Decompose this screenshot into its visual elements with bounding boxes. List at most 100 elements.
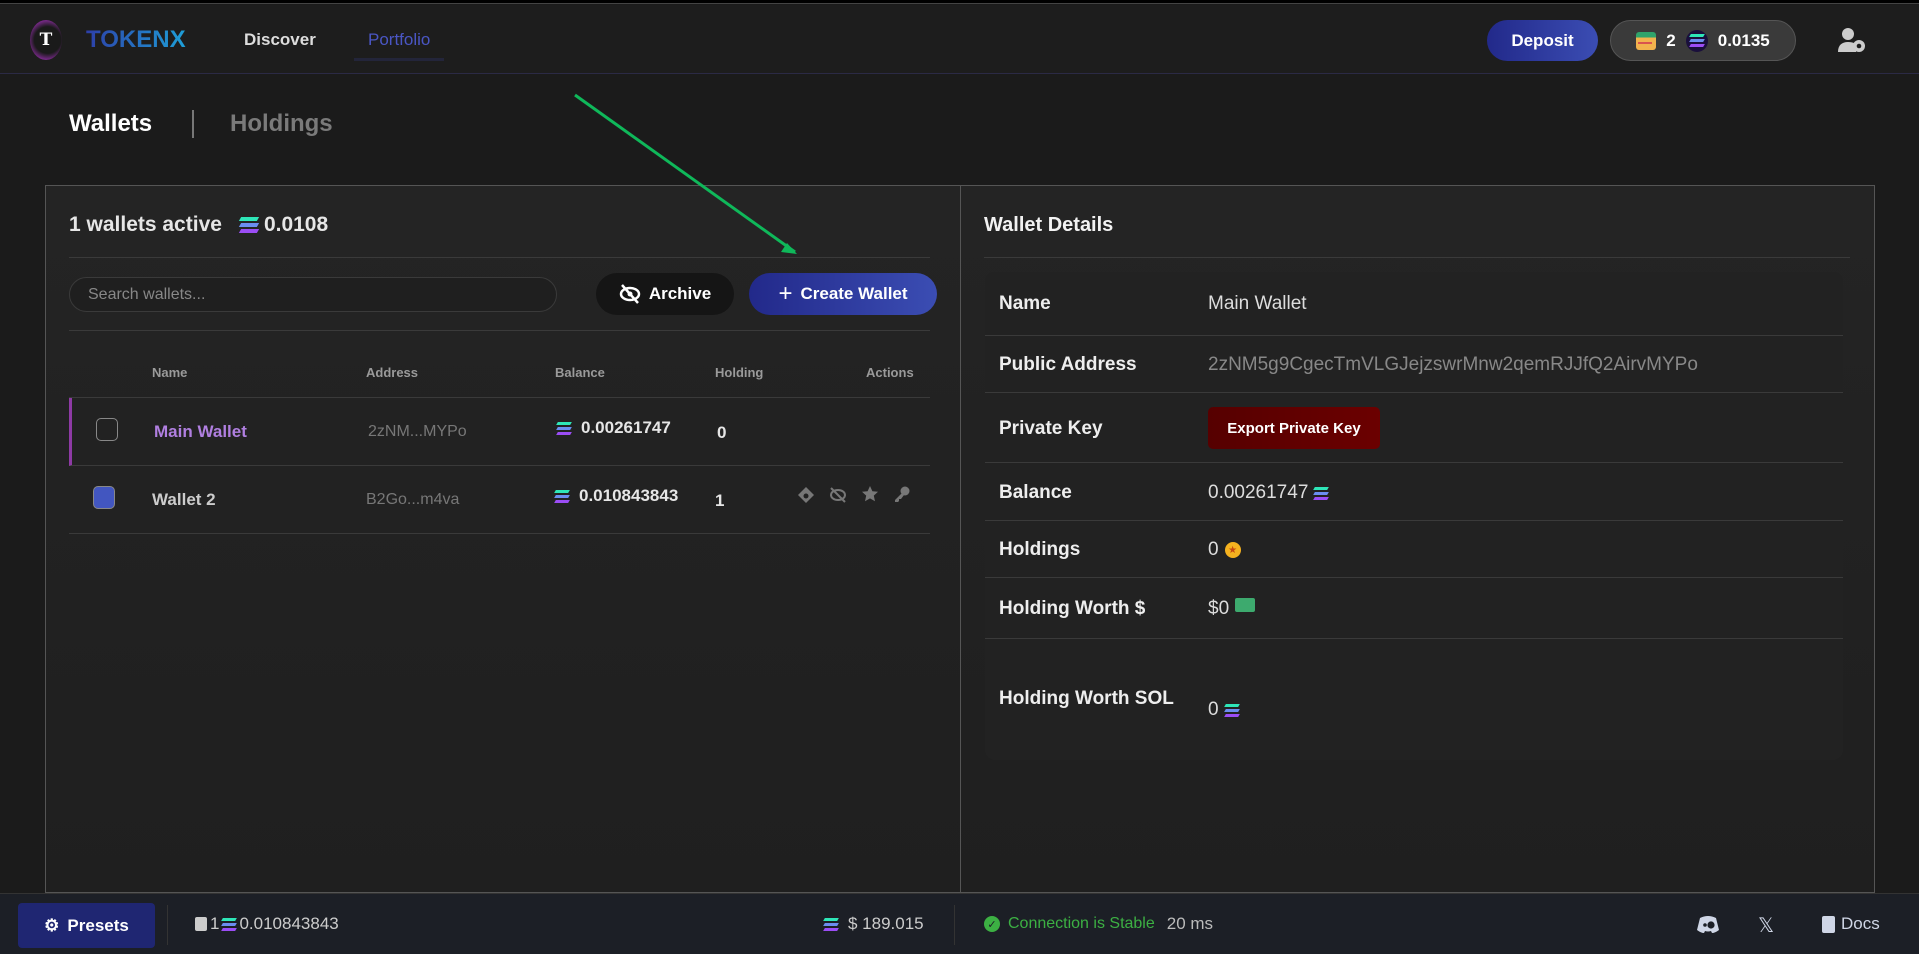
detail-label: Name: [999, 293, 1051, 314]
export-private-key-button[interactable]: Export Private Key: [1208, 407, 1380, 449]
plus-icon: +: [778, 280, 793, 307]
detail-row-holding-worth-usd: Holding Worth $ $0: [985, 578, 1843, 639]
public-address-value[interactable]: 2zNM5g9CgecTmVLGJejzswrMnw2qemRJJfQ2Airv…: [1208, 354, 1698, 375]
column-header-address: Address: [366, 365, 419, 380]
detail-row-name: Name Main Wallet: [985, 272, 1843, 336]
wallet-name[interactable]: Main Wallet: [154, 422, 247, 441]
connection-status: ✓ Connection is Stable 20 ms: [984, 914, 1213, 934]
wallet-address: 2zNM...MYPo: [368, 423, 467, 440]
table-row[interactable]: Wallet 2 B2Go...m4va 0.010843843 1: [69, 466, 930, 534]
column-header-actions: Actions: [866, 365, 914, 380]
footer-wallet-balance: 0.010843843: [239, 914, 339, 933]
sol-price-value: $ 189.015: [848, 914, 924, 933]
divider: [954, 905, 955, 945]
detail-value: $0: [1208, 598, 1230, 619]
brand-name[interactable]: TOKENX: [86, 26, 186, 53]
solana-icon: [1313, 486, 1330, 500]
wallet-holding: 1: [715, 491, 725, 510]
wallet-details-title: Wallet Details: [984, 214, 1114, 236]
wallets-summary: 1 wallets active 0.0108: [69, 213, 328, 237]
detail-value: 0: [1208, 539, 1219, 560]
wallet-icon: [1636, 31, 1657, 50]
column-header-balance: Balance: [555, 365, 605, 380]
balance-value: 0.010843843: [579, 486, 679, 505]
solana-icon: [1223, 703, 1240, 717]
detail-row-holdings: Holdings 0 ★: [985, 521, 1843, 578]
detail-row-balance: Balance 0.00261747: [985, 463, 1843, 521]
footer-wallet-count: 1: [210, 914, 220, 933]
presets-button[interactable]: ⚙ Presets: [18, 903, 155, 948]
detail-row-holding-worth-sol: Holding Worth SOL 0: [985, 639, 1843, 760]
money-icon: [1235, 598, 1256, 612]
wallet-count: 2: [1666, 30, 1676, 50]
star-icon[interactable]: [861, 485, 879, 503]
connection-text: Connection is Stable: [1008, 915, 1155, 932]
tab-holdings[interactable]: Holdings: [230, 110, 333, 137]
wallet-name[interactable]: Wallet 2: [152, 490, 216, 509]
discord-icon[interactable]: [1697, 915, 1719, 933]
key-icon[interactable]: [893, 485, 911, 503]
detail-label: Private Key: [999, 418, 1103, 439]
deposit-button[interactable]: Deposit: [1487, 20, 1598, 61]
docs-link[interactable]: Docs: [1822, 914, 1880, 934]
sol-price: $ 189.015: [823, 914, 924, 934]
nav-discover[interactable]: Discover: [244, 30, 316, 49]
window-top-border: [0, 0, 1919, 4]
wallet-summary-pill[interactable]: 2 0.0135: [1610, 20, 1796, 61]
detail-label: Holdings: [999, 539, 1081, 560]
detail-value: 0: [1208, 699, 1219, 720]
wallet-address: B2Go...m4va: [366, 491, 460, 508]
create-wallet-button[interactable]: + Create Wallet: [749, 273, 937, 315]
solana-icon: [221, 917, 238, 931]
divider: [69, 257, 930, 258]
detail-label: Holding Worth $: [999, 598, 1146, 619]
fire-diamond-icon[interactable]: [797, 486, 815, 504]
logo[interactable]: T: [30, 20, 62, 60]
tab-wallets[interactable]: Wallets: [69, 110, 153, 137]
solana-icon: [823, 917, 839, 931]
detail-value: Main Wallet: [1208, 293, 1307, 314]
book-icon: [1822, 915, 1835, 933]
detail-label: Holding Worth SOL: [999, 688, 1174, 709]
divider: [167, 905, 168, 945]
archive-label: Archive: [648, 284, 712, 303]
docs-label: Docs: [1841, 914, 1880, 933]
detail-row-private-key: Private Key Export Private Key: [985, 393, 1843, 463]
solana-icon: [556, 421, 572, 435]
check-circle-icon: ✓: [984, 916, 1000, 932]
wallet-balance: 0.00261747: [556, 418, 671, 438]
column-header-holding: Holding: [715, 365, 764, 380]
status-bar: [0, 893, 1919, 954]
search-wallets-input[interactable]: [69, 277, 557, 312]
wallet-balance: 0.010843843: [554, 486, 679, 506]
row-checkbox[interactable]: [93, 486, 115, 509]
table-row[interactable]: Main Wallet 2zNM...MYPo 0.00261747 0: [69, 398, 930, 466]
create-wallet-label: Create Wallet: [800, 284, 908, 303]
column-header-name: Name: [152, 365, 188, 380]
nav-portfolio[interactable]: Portfolio: [354, 30, 445, 61]
divider: [69, 330, 930, 331]
top-nav: [0, 5, 1919, 74]
row-checkbox[interactable]: [96, 418, 118, 441]
user-settings-icon[interactable]: [1838, 27, 1866, 53]
detail-row-public-address: Public Address 2zNM5g9CgecTmVLGJejzswrMnw…: [985, 336, 1843, 393]
balance-value: 0.00261747: [581, 418, 671, 437]
gears-icon: ⚙: [44, 915, 60, 935]
eye-slash-icon[interactable]: [829, 486, 847, 504]
detail-value: 0.00261747: [1208, 482, 1309, 503]
wallet-holding: 0: [717, 423, 727, 442]
x-twitter-link[interactable]: 𝕏: [1758, 915, 1775, 937]
sol-balance: 0.0135: [1717, 30, 1770, 50]
details-card: [985, 272, 1843, 760]
detail-label: Balance: [999, 482, 1072, 503]
solana-icon: [554, 489, 570, 503]
solana-icon: [1685, 29, 1708, 52]
divider: [984, 257, 1850, 258]
footer-wallet-summary[interactable]: 1 0.010843843: [195, 914, 339, 934]
wallets-active-text: 1 wallets active: [69, 213, 222, 236]
eye-slash-icon: [619, 284, 641, 304]
solana-icon: [238, 217, 260, 233]
archive-button[interactable]: Archive: [596, 273, 734, 315]
presets-label: Presets: [67, 915, 129, 935]
divider: [69, 397, 930, 398]
